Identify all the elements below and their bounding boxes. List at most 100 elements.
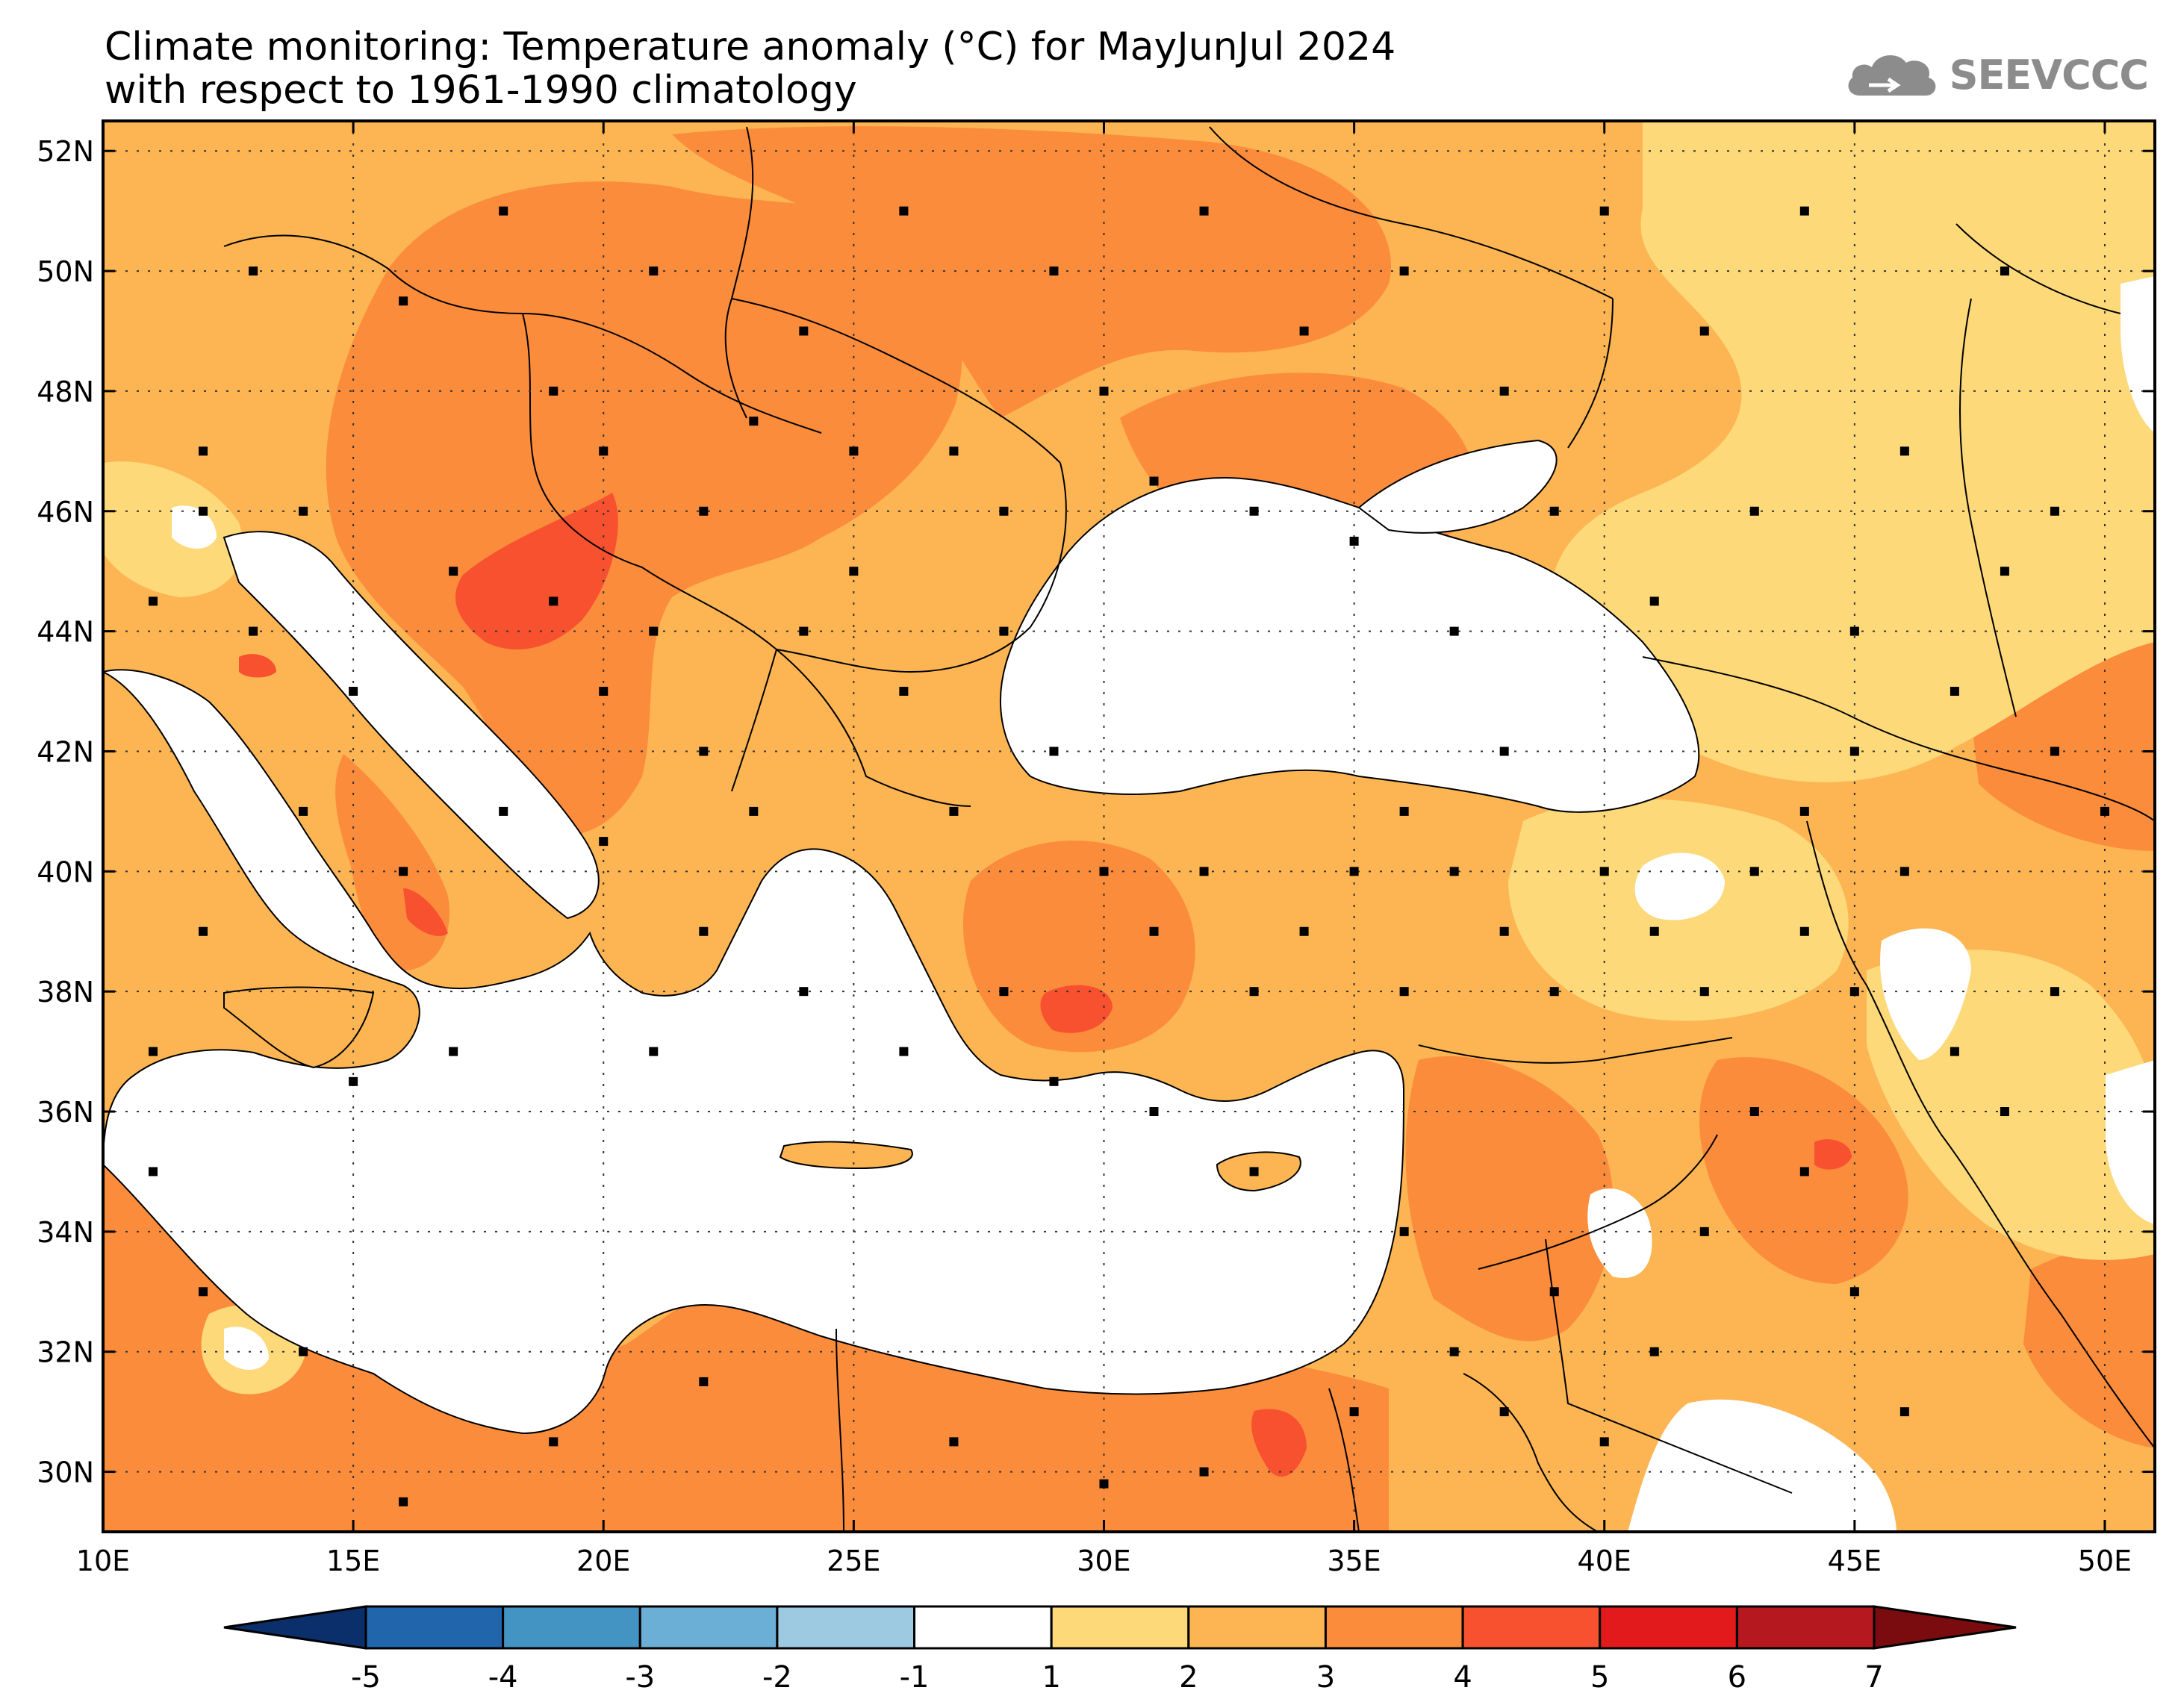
station-marker: [849, 446, 859, 456]
station-marker: [699, 506, 709, 516]
station-marker: [1799, 206, 1809, 216]
station-marker: [699, 926, 709, 936]
station-marker: [1299, 326, 1309, 336]
colorbar-label: -5: [351, 1660, 381, 1695]
station-marker: [1899, 446, 1909, 456]
station-marker: [799, 326, 809, 336]
station-marker: [2100, 806, 2109, 816]
station-marker: [699, 747, 709, 756]
station-marker: [1699, 1227, 1709, 1236]
station-marker: [549, 596, 558, 606]
station-marker: [1099, 1479, 1109, 1489]
colorbar-segment: [776, 1605, 916, 1650]
station-marker: [1399, 987, 1409, 997]
lat-tick-label: 44N: [37, 616, 94, 649]
station-marker: [149, 1167, 158, 1176]
anomaly-neutral-syria: [1587, 1188, 1652, 1278]
station-marker: [199, 1287, 208, 1297]
lat-tick-label: 34N: [37, 1216, 94, 1249]
station-marker: [1899, 867, 1909, 876]
station-marker: [999, 626, 1009, 636]
station-marker: [2000, 267, 2009, 276]
colorbar-label: 6: [1728, 1660, 1746, 1695]
station-marker: [1799, 806, 1809, 816]
colorbar-label: 7: [1864, 1660, 1883, 1695]
station-marker: [1950, 687, 1959, 696]
anomaly-4-5-italy: [239, 654, 276, 678]
station-marker: [949, 1437, 959, 1447]
anomaly-4-5-anatolia: [1040, 985, 1113, 1033]
sicily: [223, 986, 375, 1069]
colorbar-label: -4: [488, 1660, 518, 1695]
adriatic-sea: [223, 531, 600, 920]
station-marker: [749, 417, 759, 426]
anomaly-4-5-calabria: [403, 888, 448, 936]
colorbar-label: 2: [1179, 1660, 1198, 1695]
latitude-axis: 30N 32N 34N 36N 38N 40N 42N 44N 46N 48N 50N 52N: [37, 135, 2155, 1489]
station-marker: [549, 1437, 558, 1447]
station-marker: [1249, 506, 1259, 516]
station-marker: [1349, 1407, 1359, 1417]
station-marker: [1649, 596, 1659, 606]
station-marker: [1049, 267, 1059, 276]
station-marker: [799, 987, 809, 997]
longitude-axis: 10E 15E 20E 25E 30E 35E 40E 45E 50E: [76, 121, 2132, 1577]
station-marker: [899, 1047, 909, 1056]
station-marker: [1249, 987, 1259, 997]
station-marker: [299, 806, 308, 816]
anomaly-neutral-libya: [224, 1327, 269, 1370]
station-marker: [399, 1497, 408, 1506]
lon-tick-label: 50E: [2078, 1545, 2132, 1577]
anomaly-4-5-sinai: [1251, 1409, 1307, 1477]
station-marker: [1149, 1107, 1159, 1117]
black-sea: [1000, 476, 1700, 813]
station-marker: [1049, 747, 1059, 756]
lat-tick-label: 46N: [37, 496, 94, 529]
map-frame: [102, 119, 2156, 1533]
station-marker: [1049, 1076, 1059, 1086]
station-marker: [1149, 926, 1159, 936]
cyprus: [1216, 1151, 1301, 1192]
station-marker: [1699, 326, 1709, 336]
lat-tick-label: 36N: [37, 1096, 94, 1129]
station-marker: [249, 626, 258, 636]
colorbar-label: -2: [762, 1660, 792, 1695]
station-marker: [1749, 867, 1759, 876]
lat-tick-label: 42N: [37, 735, 94, 768]
station-marker: [1849, 747, 1859, 756]
lat-tick-label: 50N: [37, 255, 94, 288]
station-marker: [949, 446, 959, 456]
anomaly-3-4-north-africa: [103, 1165, 1389, 1532]
lon-tick-label: 10E: [76, 1545, 130, 1577]
title-line-1: Climate monitoring: Temperature anomaly …: [105, 25, 1396, 69]
colorbar-segment: [1050, 1605, 1190, 1650]
station-marker: [199, 506, 208, 516]
station-marker: [1349, 867, 1359, 876]
seevccc-logo: SEEVCCC: [1843, 46, 2149, 103]
lon-tick-label: 35E: [1327, 1545, 1381, 1577]
colorbar-label: 1: [1042, 1660, 1060, 1695]
station-marker: [549, 386, 558, 396]
station-marker: [499, 806, 508, 816]
station-marker: [1599, 867, 1609, 876]
station-marker: [1199, 867, 1209, 876]
graticule: [103, 121, 2155, 1532]
station-marker: [1899, 1407, 1909, 1417]
station-marker: [1349, 536, 1359, 546]
colorbar-segment: [1599, 1605, 1738, 1650]
station-marker: [399, 296, 408, 306]
station-marker: [1950, 1047, 1959, 1056]
station-marker: [299, 1347, 308, 1356]
lon-tick-label: 20E: [576, 1545, 630, 1577]
station-marker: [2050, 506, 2059, 516]
lat-tick-label: 38N: [37, 976, 94, 1009]
anomaly-neutral-east: [2106, 1060, 2155, 1224]
station-marker: [1299, 926, 1309, 936]
station-marker: [349, 1076, 358, 1086]
station-marker: [2050, 747, 2059, 756]
cloud-icon: [1848, 54, 1936, 96]
station-marker: [1099, 867, 1109, 876]
anomaly-neutral-ne: [2120, 276, 2155, 433]
colorbar-segment: [1735, 1605, 1876, 1650]
